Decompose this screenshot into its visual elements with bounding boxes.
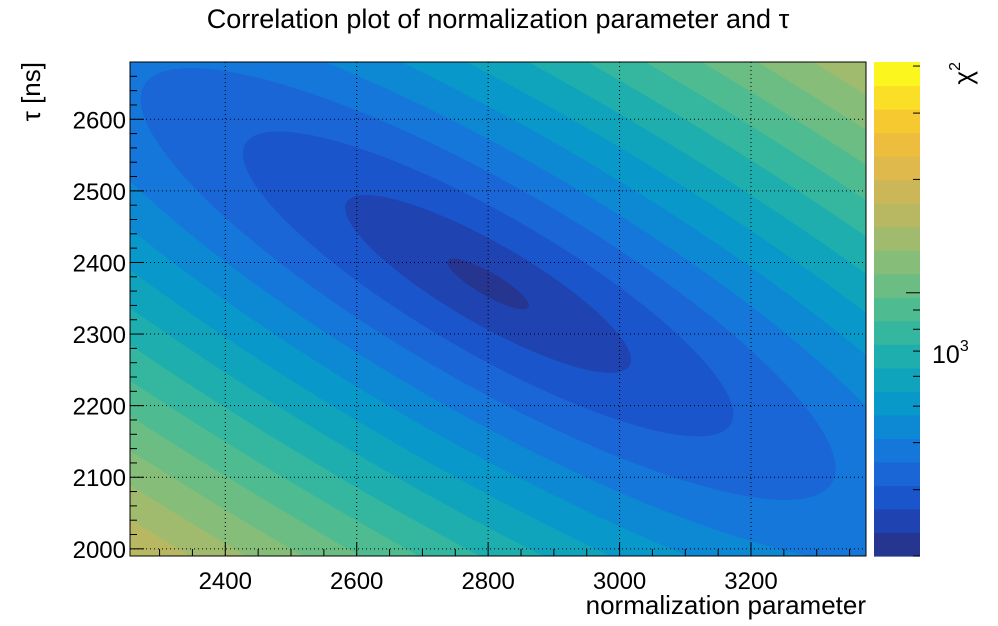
x-tick-label: 3200 xyxy=(724,568,777,595)
color-bar-ticks xyxy=(906,65,920,557)
chart-title: Correlation plot of normalization parame… xyxy=(207,4,790,34)
color-bar-segment xyxy=(874,320,920,345)
y-tick-label: 2000 xyxy=(73,537,126,564)
color-bar-segment xyxy=(874,179,920,204)
color-bar-tick-label: 103 xyxy=(932,338,969,369)
color-bar-label: χ2 xyxy=(947,62,978,85)
color-bar-segment xyxy=(874,414,920,439)
color-bar-segment xyxy=(874,367,920,392)
y-tick-label: 2500 xyxy=(73,179,126,206)
y-tick-label: 2600 xyxy=(73,107,126,134)
x-tick-label: 3000 xyxy=(593,568,646,595)
color-bar-segment xyxy=(874,62,920,87)
x-tick-label: 2400 xyxy=(199,568,252,595)
color-bar-segment xyxy=(874,85,920,110)
color-bar-label-exponent: 2 xyxy=(947,62,964,71)
color-bar-segment xyxy=(874,485,920,510)
x-tick-label: 2800 xyxy=(461,568,514,595)
color-bar xyxy=(874,62,920,557)
color-bar-segment xyxy=(874,532,920,557)
contour-band xyxy=(447,258,530,310)
plot-frame xyxy=(129,61,867,557)
y-tick-label: 2400 xyxy=(73,250,126,277)
y-axis-label: τ [ns] xyxy=(16,62,46,121)
grid-lines xyxy=(130,62,866,556)
color-bar-segment xyxy=(874,250,920,275)
color-bar-segment xyxy=(874,203,920,228)
color-bar-label-symbol: χ xyxy=(948,71,978,85)
color-bar-segment xyxy=(874,297,920,322)
color-bar-segment xyxy=(874,391,920,416)
color-bar-segment xyxy=(874,109,920,134)
x-axis-label: normalization parameter xyxy=(586,590,867,620)
y-tick-label: 2200 xyxy=(73,394,126,421)
y-tick-label: 2300 xyxy=(73,322,126,349)
x-tick-label: 2600 xyxy=(330,568,383,595)
color-bar-segment xyxy=(874,226,920,251)
y-tick-label: 2100 xyxy=(73,465,126,492)
color-bar-tick-exponent: 3 xyxy=(960,338,969,355)
color-bar-segment xyxy=(874,438,920,463)
color-bar-segment xyxy=(874,273,920,298)
x-axis: 2400 2600 2800 3000 3200 xyxy=(159,542,851,595)
color-bar-segment xyxy=(874,461,920,487)
color-bar-segment xyxy=(874,508,920,534)
color-bar-tick-base: 10 xyxy=(932,341,960,369)
color-bar-segment xyxy=(874,344,920,369)
y-axis: 2000 2100 2200 2300 2400 2500 2600 xyxy=(73,61,144,564)
color-bar-segment xyxy=(874,156,920,181)
color-bar-segment xyxy=(874,132,920,157)
